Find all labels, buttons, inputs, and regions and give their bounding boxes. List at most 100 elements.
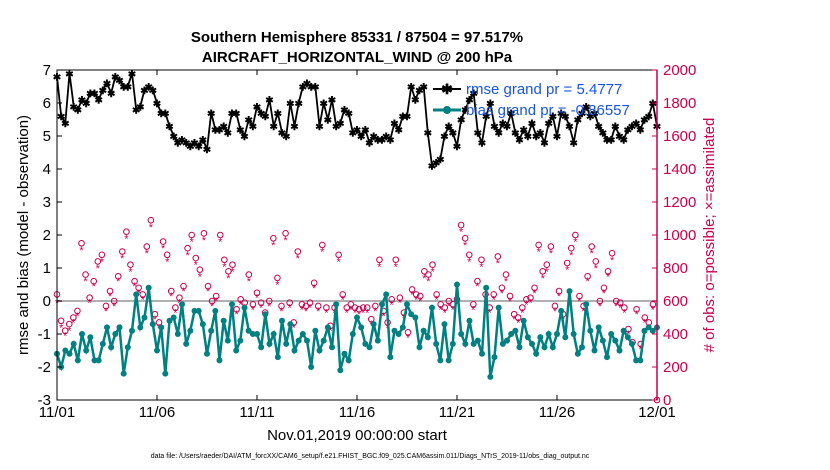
x-tick-label: 12/01 — [638, 404, 676, 421]
obs-possible-marker — [65, 320, 73, 328]
bias-point — [504, 337, 510, 344]
chart-title: Southern Hemisphere 85331 / 87504 = 97.5… — [191, 29, 523, 46]
rmse-point: ✱ — [94, 96, 103, 107]
y2-tick-label: 800 — [663, 260, 688, 277]
obs-possible-marker — [527, 294, 534, 302]
obs-assimilated-marker: * — [577, 296, 582, 308]
y-tick-label: -1 — [38, 326, 51, 343]
rmse-point: ✱ — [240, 132, 249, 143]
obs-possible-marker — [372, 302, 379, 310]
rmse-point: ✱ — [436, 155, 445, 166]
rmse-point: ✱ — [128, 69, 137, 80]
obs-possible-marker — [221, 256, 228, 264]
obs-assimilated-marker: * — [153, 314, 158, 326]
obs-assimilated-marker: * — [222, 261, 227, 273]
rmse-point: ✱ — [482, 112, 491, 123]
rmse-point: ✱ — [499, 119, 508, 130]
obs-possible-marker — [506, 292, 514, 300]
x-tick-label: 11/16 — [339, 404, 375, 421]
rmse-point: ✱ — [340, 106, 349, 117]
rmse-point: ✱ — [332, 122, 341, 133]
bias-point — [249, 331, 256, 337]
bias-point — [329, 344, 335, 351]
obs-assimilated-marker: * — [581, 306, 586, 318]
bias-point — [74, 357, 81, 364]
bias-point — [66, 350, 73, 357]
rmse-point: ✱ — [286, 99, 295, 110]
obs-possible-marker — [572, 231, 579, 239]
bias-point — [424, 334, 431, 341]
obs-possible-marker — [343, 304, 351, 311]
obs-possible-marker — [200, 230, 208, 237]
obs-possible-marker — [229, 261, 236, 269]
obs-assimilated-marker: * — [532, 288, 537, 300]
obs-possible-marker — [70, 314, 77, 321]
y-tick-label: 2 — [43, 227, 51, 244]
x-axis-label: Nov.01,2019 00:00:00 start — [267, 427, 448, 444]
rmse-point: ✱ — [161, 109, 170, 120]
obs-possible-marker — [531, 284, 538, 292]
rmse-point: ✱ — [611, 122, 620, 133]
obs-assimilated-marker: * — [345, 308, 350, 320]
rmse-point: ✱ — [103, 79, 112, 90]
bias-point — [512, 327, 519, 334]
rmse-point: ✱ — [590, 109, 599, 120]
obs-possible-marker — [567, 244, 575, 252]
rmse-point: ✱ — [186, 142, 195, 153]
rmse-point: ✱ — [115, 76, 124, 87]
obs-assimilated-marker: * — [553, 306, 558, 318]
x-tick-label: 11/11 — [239, 404, 274, 421]
obs-assimilated-marker: * — [594, 263, 599, 275]
obs-assimilated-marker: * — [516, 317, 521, 329]
bias-point — [183, 340, 190, 347]
bias-point — [104, 324, 110, 331]
obs-assimilated-marker: * — [75, 311, 80, 323]
obs-possible-marker — [127, 261, 134, 269]
rmse-point: ✱ — [82, 99, 91, 110]
rmse-line — [56, 73, 658, 168]
obs-assimilated-marker: * — [239, 299, 244, 311]
rmse-point: ✱ — [407, 83, 416, 94]
obs-possible-marker — [119, 248, 126, 255]
obs-assimilated-marker: * — [418, 296, 423, 308]
obs-possible-marker — [204, 282, 212, 290]
obs-assimilated-marker: * — [373, 306, 378, 318]
x-tick-label: 11/06 — [139, 404, 175, 421]
obs-assimilated-marker: * — [655, 395, 660, 407]
obs-possible-marker — [510, 310, 518, 318]
obs-possible-marker — [633, 305, 640, 313]
bias-point — [324, 324, 331, 331]
rmse-point: ✱ — [586, 112, 595, 123]
bias-point — [399, 324, 406, 331]
rmse-point: ✱ — [57, 112, 66, 123]
bias-line — [55, 284, 658, 378]
obs-possible-marker — [523, 296, 530, 303]
rmse-point: ✱ — [511, 129, 520, 140]
bias-point — [145, 284, 152, 291]
obs-assimilated-marker: * — [508, 296, 513, 308]
bias-point — [124, 344, 131, 351]
obs-assimilated-marker: * — [247, 276, 252, 288]
obs-possible-marker — [74, 307, 81, 315]
bias-point — [166, 317, 173, 324]
bias-point — [179, 301, 185, 308]
obs-assimilated-marker: * — [512, 314, 517, 326]
bias-point — [462, 340, 469, 347]
bias-point — [474, 337, 481, 344]
obs-possible-marker — [490, 291, 498, 298]
obs-possible-marker — [82, 271, 89, 278]
rmse-point: ✱ — [528, 119, 537, 130]
bias-point — [470, 340, 477, 347]
rmse-point: ✱ — [140, 86, 149, 97]
obs-assimilated-marker: * — [390, 299, 395, 311]
obs-possible-marker — [139, 291, 147, 298]
bias-point — [341, 350, 348, 357]
bias-point — [299, 331, 306, 337]
obs-assimilated-marker: * — [128, 266, 133, 278]
rmse-point: ✱ — [274, 109, 283, 120]
y-tick-label: 3 — [43, 194, 51, 211]
obs-assimilated-marker: * — [634, 309, 639, 321]
obs-possible-marker — [535, 241, 542, 249]
rmse-point: ✱ — [640, 116, 649, 127]
